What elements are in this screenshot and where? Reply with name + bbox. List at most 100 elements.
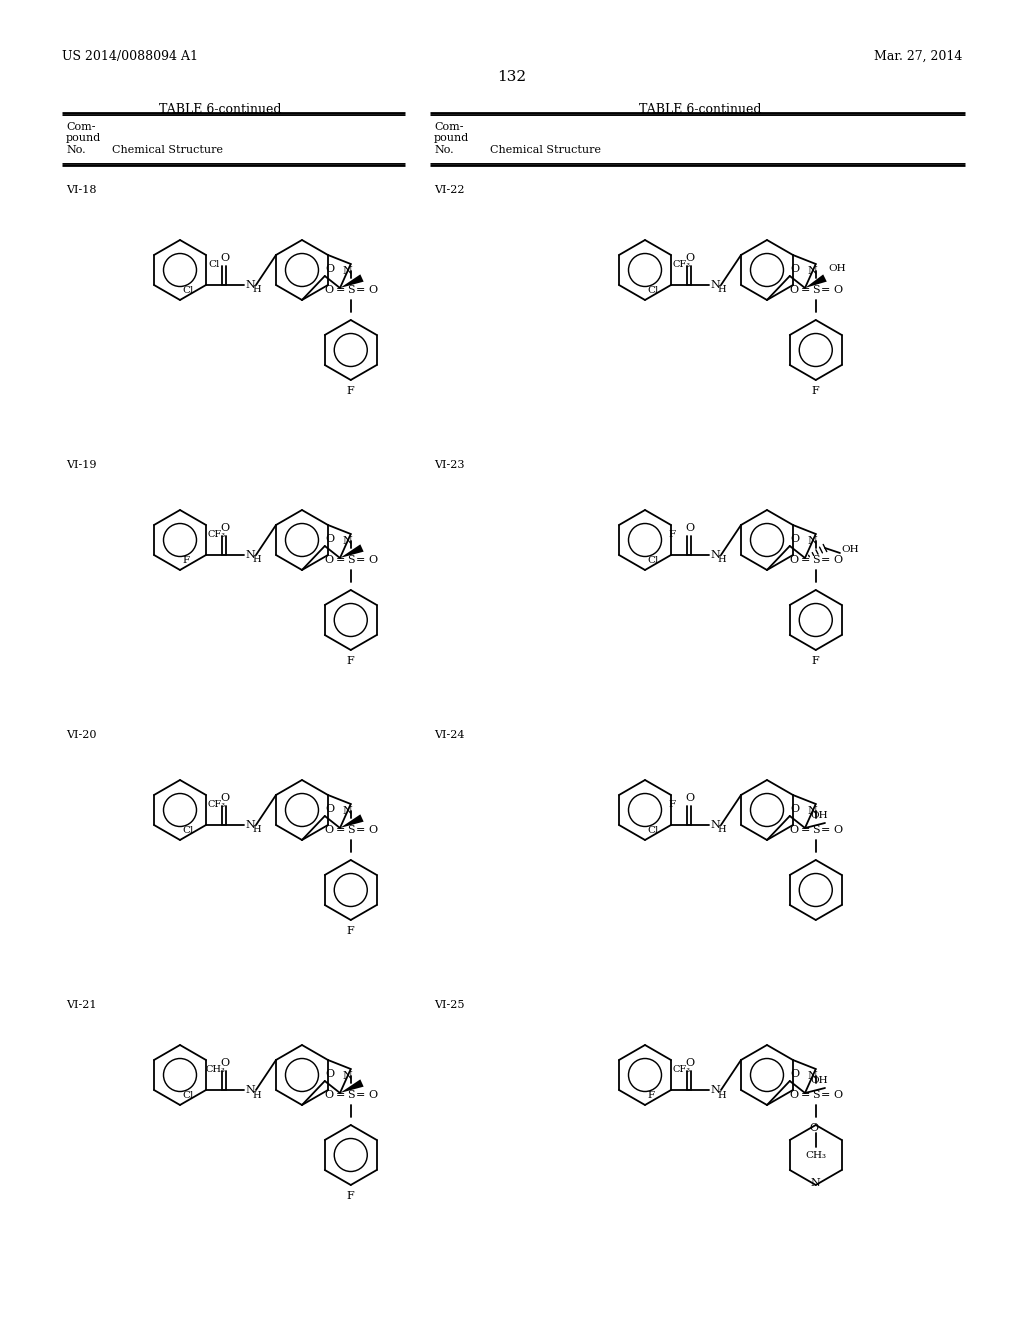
Text: O: O — [220, 793, 229, 803]
Text: S: S — [347, 825, 354, 836]
Text: CH₃: CH₃ — [206, 1065, 226, 1074]
Text: N: N — [808, 536, 817, 546]
Text: OH: OH — [810, 1076, 827, 1085]
Text: F: F — [347, 927, 354, 936]
Text: =: = — [356, 1090, 366, 1100]
Text: N: N — [710, 550, 720, 560]
Text: Com-: Com- — [66, 121, 95, 132]
Text: Chemical Structure: Chemical Structure — [112, 145, 223, 154]
Text: F: F — [347, 656, 354, 667]
Text: O: O — [220, 523, 229, 533]
Text: O: O — [369, 554, 377, 565]
Text: OH: OH — [810, 810, 827, 820]
Polygon shape — [340, 275, 364, 288]
Text: O: O — [369, 1090, 377, 1100]
Text: =: = — [336, 554, 345, 565]
Text: OH: OH — [841, 545, 858, 554]
Text: O: O — [834, 825, 843, 836]
Text: F: F — [347, 1191, 354, 1201]
Text: US 2014/0088094 A1: US 2014/0088094 A1 — [62, 50, 198, 63]
Text: N: N — [808, 267, 817, 276]
Text: Mar. 27, 2014: Mar. 27, 2014 — [873, 50, 962, 63]
Text: CF₃: CF₃ — [673, 260, 691, 269]
Text: N: N — [245, 550, 255, 560]
Text: TABLE 6-continued: TABLE 6-continued — [639, 103, 761, 116]
Text: N: N — [245, 820, 255, 830]
Text: VI-25: VI-25 — [434, 1001, 465, 1010]
Text: O: O — [685, 523, 694, 533]
Text: N: N — [343, 536, 352, 546]
Text: Cl: Cl — [647, 286, 658, 294]
Text: N: N — [811, 1177, 820, 1188]
Text: =: = — [821, 554, 830, 565]
Text: =: = — [801, 1090, 810, 1100]
Text: 132: 132 — [498, 70, 526, 84]
Text: H: H — [717, 285, 726, 294]
Text: F: F — [668, 800, 675, 809]
Text: N: N — [343, 267, 352, 276]
Text: O: O — [685, 793, 694, 803]
Text: O: O — [809, 1123, 818, 1133]
Text: O: O — [790, 554, 799, 565]
Text: N: N — [245, 280, 255, 290]
Text: VI-18: VI-18 — [66, 185, 96, 195]
Text: N: N — [710, 820, 720, 830]
Text: N: N — [808, 807, 817, 816]
Text: Cl: Cl — [182, 286, 194, 294]
Text: O: O — [325, 1090, 334, 1100]
Text: =: = — [356, 825, 366, 836]
Text: =: = — [356, 554, 366, 565]
Text: CF₃: CF₃ — [208, 800, 226, 809]
Text: =: = — [356, 285, 366, 294]
Text: Cl: Cl — [647, 556, 658, 565]
Text: No.: No. — [434, 145, 454, 154]
Text: S: S — [812, 1090, 819, 1100]
Text: O: O — [326, 535, 335, 544]
Text: =: = — [801, 554, 810, 565]
Text: =: = — [336, 1090, 345, 1100]
Text: O: O — [685, 253, 694, 263]
Polygon shape — [340, 544, 364, 558]
Text: Cl: Cl — [182, 826, 194, 836]
Text: =: = — [821, 1090, 830, 1100]
Text: N: N — [245, 1085, 255, 1096]
Text: H: H — [252, 1090, 260, 1100]
Text: S: S — [812, 285, 819, 294]
Text: O: O — [834, 554, 843, 565]
Text: Com-: Com- — [434, 121, 464, 132]
Text: O: O — [220, 253, 229, 263]
Text: N: N — [808, 1071, 817, 1081]
Text: H: H — [717, 825, 726, 834]
Text: F: F — [347, 385, 354, 396]
Text: O: O — [326, 1069, 335, 1078]
Text: =: = — [801, 285, 810, 294]
Text: O: O — [834, 285, 843, 294]
Text: O: O — [326, 264, 335, 275]
Text: Cl: Cl — [208, 260, 219, 269]
Text: pound: pound — [434, 133, 469, 143]
Text: =: = — [336, 285, 345, 294]
Text: CH₃: CH₃ — [805, 1151, 826, 1160]
Text: H: H — [717, 1090, 726, 1100]
Text: S: S — [812, 554, 819, 565]
Text: O: O — [791, 264, 800, 275]
Text: F: F — [812, 385, 819, 396]
Text: OH: OH — [828, 264, 846, 273]
Text: VI-22: VI-22 — [434, 185, 465, 195]
Text: Cl: Cl — [647, 826, 658, 836]
Text: O: O — [790, 825, 799, 836]
Text: =: = — [336, 825, 345, 836]
Text: N: N — [710, 1085, 720, 1096]
Text: Chemical Structure: Chemical Structure — [490, 145, 601, 154]
Text: pound: pound — [66, 133, 101, 143]
Text: O: O — [325, 285, 334, 294]
Text: S: S — [347, 554, 354, 565]
Text: =: = — [821, 285, 830, 294]
Polygon shape — [805, 275, 826, 288]
Text: O: O — [220, 1059, 229, 1068]
Text: VI-24: VI-24 — [434, 730, 465, 741]
Text: H: H — [717, 556, 726, 565]
Text: O: O — [791, 535, 800, 544]
Text: H: H — [252, 285, 260, 294]
Text: VI-20: VI-20 — [66, 730, 96, 741]
